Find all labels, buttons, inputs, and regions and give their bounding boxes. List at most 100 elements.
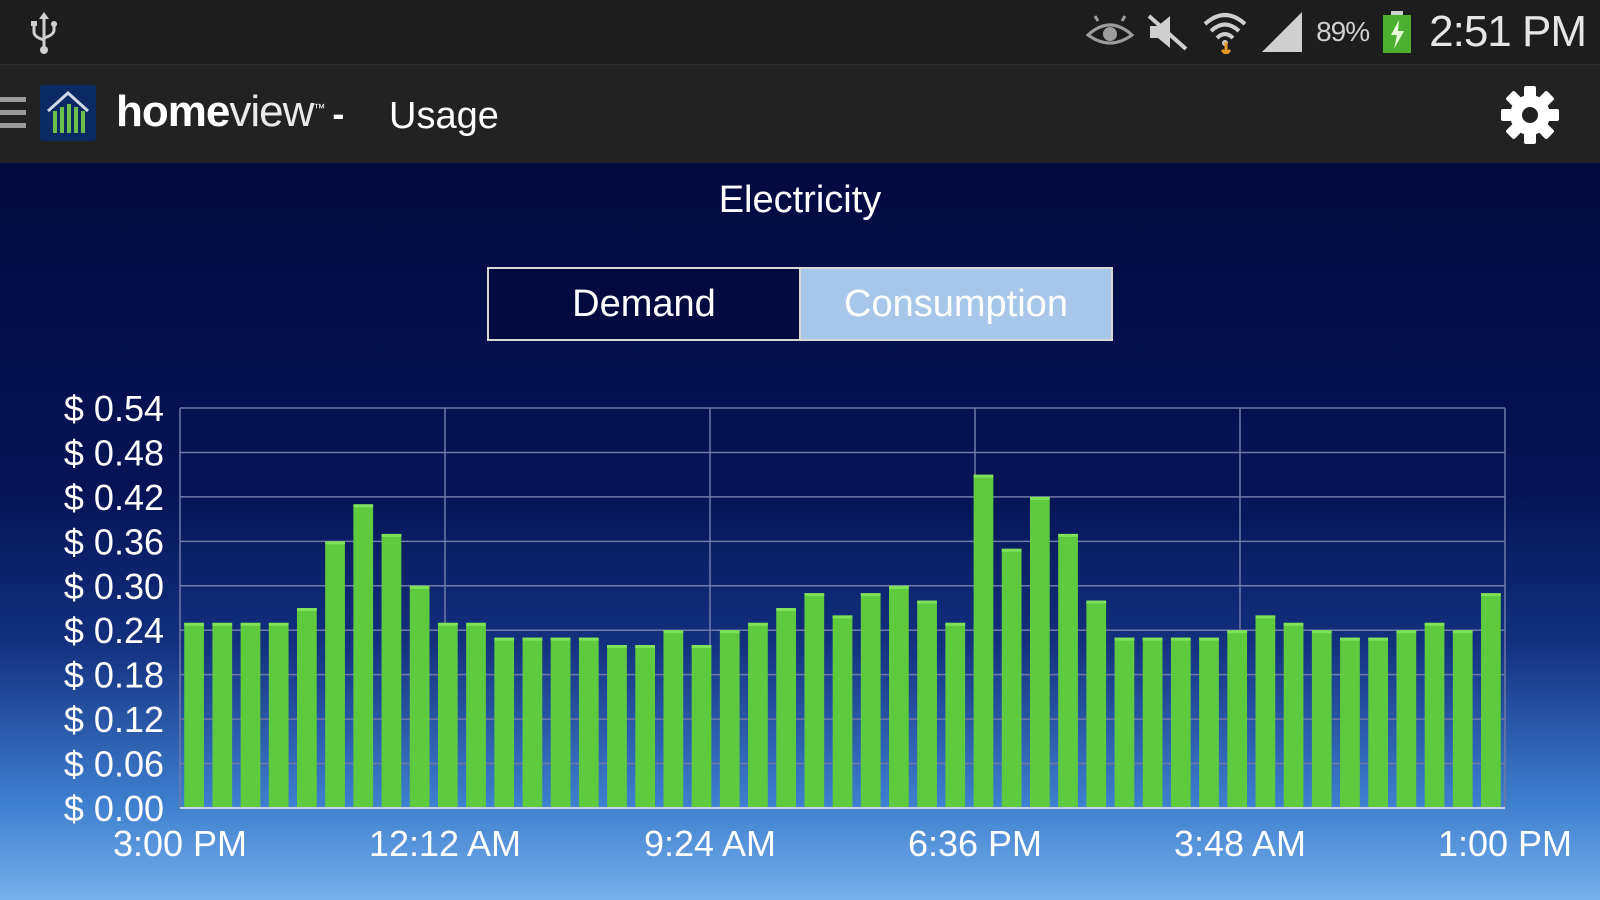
data-bar [832, 615, 853, 808]
data-bar [1114, 637, 1135, 808]
data-bar [1283, 622, 1304, 808]
data-bar-top [1199, 637, 1219, 641]
y-tick-label: $ 0.24 [64, 610, 164, 651]
data-bar-top [1001, 548, 1022, 552]
data-bar-top [832, 615, 853, 619]
eye-icon [1086, 15, 1135, 45]
data-bar-top [973, 474, 994, 478]
y-tick-label: $ 0.06 [64, 744, 164, 785]
data-bar [719, 630, 740, 808]
data-bar-top [945, 622, 966, 626]
data-bar [1227, 630, 1248, 808]
data-bar-top [748, 622, 768, 626]
y-tick-label: $ 0.00 [64, 788, 164, 829]
y-tick-label: $ 0.42 [64, 477, 164, 518]
data-bar-top [1227, 630, 1248, 634]
data-bar-top [240, 622, 261, 626]
data-bar [212, 622, 233, 808]
data-bar [1255, 615, 1276, 808]
data-bar [973, 474, 994, 808]
x-tick-label: 6:36 PM [908, 823, 1042, 864]
data-bar-top [268, 622, 289, 626]
data-bar-top [578, 637, 599, 641]
data-bar-top [1058, 533, 1078, 537]
data-bar-top [889, 585, 909, 589]
menu-icon[interactable] [0, 97, 26, 137]
data-bar [1086, 600, 1107, 808]
data-bar [522, 637, 543, 808]
data-bar [1001, 548, 1022, 808]
gear-icon[interactable] [1500, 85, 1560, 145]
data-bar [804, 593, 825, 808]
data-bar-top [663, 630, 684, 634]
data-bar-top [917, 600, 937, 604]
data-bar [635, 645, 656, 808]
x-tick-label: 3:00 PM [113, 823, 247, 864]
x-tick-label: 9:24 AM [644, 823, 776, 864]
data-bar-top [1311, 630, 1332, 634]
y-tick-label: $ 0.18 [64, 655, 164, 696]
data-bar-top [1424, 622, 1445, 626]
app-bar: homeview™ - Usage [0, 64, 1600, 163]
data-bar [1340, 637, 1360, 808]
data-bar-top [1452, 630, 1473, 634]
y-tick-label: $ 0.54 [64, 388, 164, 429]
data-bar [268, 622, 289, 808]
battery-icon [1383, 11, 1412, 53]
utility-title: Electricity [718, 179, 882, 221]
data-bar [889, 585, 909, 808]
y-tick-label: $ 0.12 [64, 699, 164, 740]
data-bar-top [437, 622, 458, 626]
data-bar-top [719, 630, 740, 634]
data-bar [409, 585, 430, 808]
data-bar [691, 645, 712, 808]
x-tick-label: 1:00 PM [1438, 823, 1572, 864]
data-bar-top [1396, 630, 1417, 634]
x-tick-label: 3:48 AM [1174, 823, 1306, 864]
data-bar [184, 622, 204, 808]
demand-toggle-button[interactable]: Demand [489, 269, 801, 339]
data-bar-top [1283, 622, 1304, 626]
data-bar [550, 637, 571, 808]
data-bar-top [550, 637, 571, 641]
data-bar-top [1340, 637, 1360, 641]
clock: 2:51 PM [1429, 7, 1587, 56]
data-bar [607, 645, 627, 808]
page-title: Usage [389, 95, 499, 137]
usage-content: Electricity Demand Consumption $ 0.54 $ 0… [0, 163, 1600, 900]
data-bar [1029, 496, 1050, 808]
battery-percent: 89% [1316, 16, 1370, 47]
data-bar [1199, 637, 1219, 808]
app-brand: homeview™ - [116, 87, 344, 136]
y-tick-label: $ 0.30 [64, 566, 164, 607]
data-bar-top [184, 622, 204, 626]
data-bar-top [212, 622, 233, 626]
y-tick-label: $ 0.48 [64, 432, 164, 473]
data-bar-top [409, 585, 430, 589]
data-bar-top [691, 645, 712, 649]
homeview-logo-icon[interactable] [40, 85, 96, 141]
data-bar-top [1086, 600, 1107, 604]
status-bar: 89% 2:51 PM [0, 0, 1600, 64]
data-bar [1368, 637, 1389, 808]
y-tick-label: $ 0.36 [64, 521, 164, 562]
data-bar-top [494, 637, 515, 641]
data-bar [1311, 630, 1332, 808]
x-tick-label: 12:12 AM [369, 823, 521, 864]
data-bar [325, 541, 345, 808]
usb-icon [31, 12, 57, 54]
data-bar-top [325, 541, 345, 545]
data-bar [917, 600, 937, 808]
data-bar-top [1170, 637, 1191, 641]
consumption-toggle-button[interactable]: Consumption [801, 269, 1111, 339]
data-bar-top [466, 622, 486, 626]
data-bar-top [607, 645, 627, 649]
data-bar-top [1368, 637, 1389, 641]
data-bar [663, 630, 684, 808]
data-bar-top [1114, 637, 1135, 641]
data-bar-top [1481, 593, 1501, 597]
data-bar [296, 608, 317, 808]
data-bar [1396, 630, 1417, 808]
data-bar [860, 593, 881, 808]
mute-icon [1147, 14, 1188, 51]
